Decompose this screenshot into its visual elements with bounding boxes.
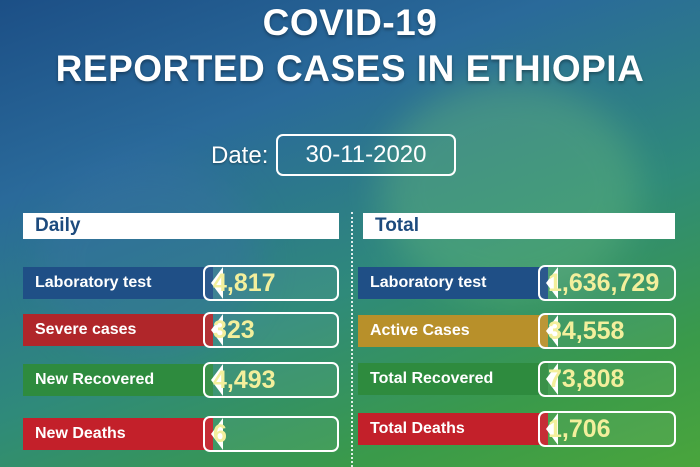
daily-row-deaths: New Deaths 6 [23,416,339,452]
daily-deaths-value: 6 [203,416,339,452]
daily-recovered-label: New Recovered [23,364,213,396]
daily-heading: Daily [23,213,339,239]
total-deaths-label: Total Deaths [358,413,548,445]
pointer-notch [211,364,223,396]
total-deaths-value: 1,706 [538,411,676,447]
pointer-notch [211,267,223,299]
pointer-notch [211,314,223,346]
daily-lab-test-value: 4,817 [203,265,339,301]
daily-severe-label: Severe cases [23,314,213,346]
total-row-lab-test: Laboratory test 1,636,729 [358,265,676,301]
total-lab-test-label: Laboratory test [358,267,548,299]
date-value: 30-11-2020 [276,134,456,176]
date-label: Date: [211,142,269,169]
background-glow [380,80,640,300]
title-reported-cases: REPORTED CASES IN ETHIOPIA [55,48,645,89]
title-covid: COVID-19 [262,2,438,43]
daily-row-lab-test: Laboratory test 4,817 [23,265,339,301]
pointer-notch [211,418,223,450]
total-active-value: 34,558 [538,313,676,349]
pointer-notch [546,363,558,395]
daily-row-recovered: New Recovered 4,493 [23,362,339,398]
daily-recovered-value: 4,493 [203,362,339,398]
total-lab-test-value: 1,636,729 [538,265,676,301]
pointer-notch [546,413,558,445]
daily-deaths-label: New Deaths [23,418,213,450]
column-divider [351,212,353,467]
pointer-notch [546,267,558,299]
daily-lab-test-label: Laboratory test [23,267,213,299]
total-row-active: Active Cases 34,558 [358,313,676,349]
total-row-recovered: Total Recovered 73,808 [358,361,676,397]
daily-severe-value: 323 [203,312,339,348]
total-row-deaths: Total Deaths 1,706 [358,411,676,447]
pointer-notch [546,315,558,347]
total-heading: Total [363,213,675,239]
total-recovered-value: 73,808 [538,361,676,397]
total-recovered-label: Total Recovered [358,363,548,395]
total-active-label: Active Cases [358,315,548,347]
daily-row-severe: Severe cases 323 [23,312,339,348]
